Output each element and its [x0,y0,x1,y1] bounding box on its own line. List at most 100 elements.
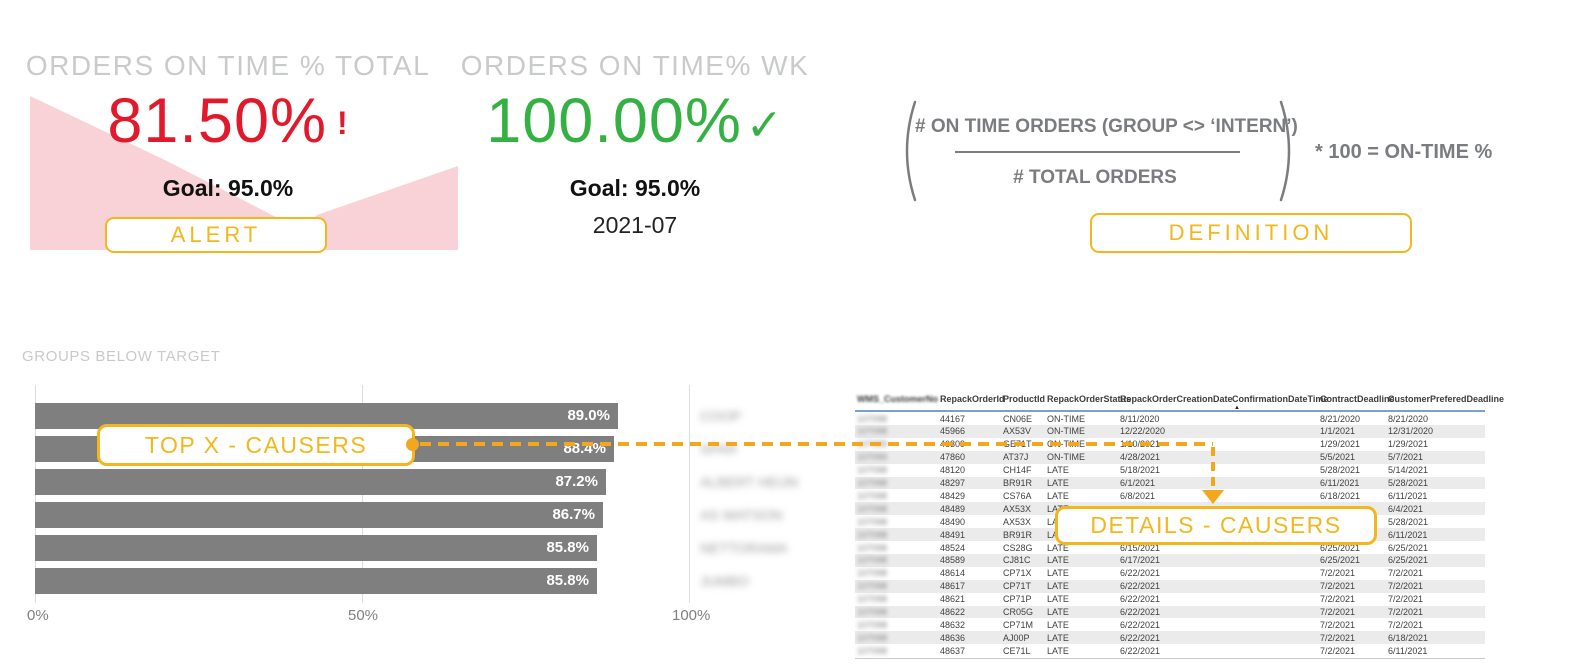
bar-category-label: NETTORAMA [700,540,788,556]
column-header-RepackOrderCreationDate[interactable]: RepackOrderCreationDate [1120,394,1233,404]
table-row[interactable]: 107098 48297 BR91R LATE 6/1/2021 6/11/2021 5/2… [855,476,1485,490]
check-icon: ✓ [745,101,784,150]
cell-RepackOrderId: 48621 [940,594,966,605]
table-row[interactable]: 107098 48621 CP71P LATE 6/22/2021 7/2/2021 7/2… [855,593,1485,606]
top-x-causers-callout[interactable]: TOP X - CAUSERS [97,424,415,466]
cell-ProductId: CP71T [1003,581,1032,592]
x-tick-50: 50% [348,607,379,624]
cell-ProductId: CE71L [1003,645,1031,656]
cell-RepackOrderStatus: ON-TIME [1047,452,1085,463]
kpi-card-orders-on-time-total: ORDERS ON TIME % TOTAL 81.50%! Goal: 95.… [18,50,458,250]
cell-ContractDeadline: 1/1/2021 [1320,426,1356,437]
cell-RepackOrderId: 48489 [940,503,966,514]
cell-ContractDeadline: 7/2/2021 [1320,594,1356,605]
cell-RepackOrderStatus: LATE [1047,542,1069,553]
bar-row[interactable]: 87.2% [35,469,690,495]
kpi-card-orders-on-time-week: ORDERS ON TIME% WK 100.00%✓ Goal: 95.0% … [440,50,830,239]
alert-button[interactable]: ALERT [105,217,327,253]
cell-RepackOrderId: 47860 [940,452,966,463]
table-row[interactable]: 107098 48617 CP71T LATE 6/22/2021 7/2/2021 7/2… [855,579,1485,593]
bar-value-label: 86.7% [552,506,595,523]
column-header-RepackOrderStatus[interactable]: RepackOrderStatus [1047,394,1132,404]
cell-ContractDeadline: 6/25/2021 [1320,555,1361,566]
table-row[interactable]: 107098 48524 CS28G LATE 6/15/2021 6/25/2021 6/… [855,541,1485,554]
bar-row[interactable]: 85.8% [35,535,690,561]
table-row[interactable]: 107098 44167 CN06E ON-TIME 8/11/2020 8/21/202… [855,412,1485,425]
cell-ProductId: AJ00P [1003,632,1030,643]
cell-CustomerPreferedDeadline: 8/21/2020 [1388,413,1429,424]
table-row[interactable]: 107099 47860 AT37J ON-TIME 4/28/2021 5/5/2021… [855,450,1485,464]
cell-RepackOrderCreationDate: 6/15/2021 [1120,542,1161,553]
table-row[interactable]: 107098 48637 CE71L LATE 6/22/2021 7/2/2021 6/1… [855,644,1485,657]
cell-RepackOrderStatus: LATE [1047,632,1069,643]
cell-CustomerPreferedDeadline: 12/31/2020 [1388,426,1434,437]
table-row[interactable]: 107098 48636 AJ00P LATE 6/22/2021 7/2/2021 6/1… [855,631,1485,645]
cell-RepackOrderId: 48490 [940,516,966,527]
column-header-WMS_CustomerNo[interactable]: WMS_CustomerNo [857,394,939,404]
cell-RepackOrderCreationDate: 4/28/2021 [1120,452,1161,463]
column-header-ProductId[interactable]: ProductId [1003,394,1045,404]
cell-RepackOrderCreationDate: 6/22/2021 [1120,594,1161,605]
cell-RepackOrderId: 48491 [940,529,966,540]
column-header-ContractDeadline[interactable]: ContractDeadline [1320,394,1395,404]
bar[interactable]: 86.7% [35,502,603,528]
table-row[interactable]: 107098 48589 CJ81C LATE 6/17/2021 6/25/2021 6/… [855,553,1485,567]
column-header-CustomerPreferedDeadline[interactable]: CustomerPreferedDeadline [1388,394,1505,404]
cell-ContractDeadline: 8/21/2020 [1320,413,1361,424]
cell-ProductId: CP71P [1003,594,1032,605]
cell-ProductId: CS28G [1003,542,1033,553]
table-header-row: WMS_CustomerNo RepackOrderId ProductId Repa… [855,394,1504,411]
column-header-ConfirmationDateTime[interactable]: ConfirmationDateTime [1232,394,1329,404]
bar[interactable]: 87.2% [35,469,606,495]
cell-RepackOrderId: 48637 [940,645,966,656]
x-tick-0: 0% [27,607,49,624]
cell-RepackOrderId: 48636 [940,632,966,643]
cell-CustomerPreferedDeadline: 5/14/2021 [1388,465,1429,476]
table-row[interactable]: 107098 48429 CS76A LATE 6/8/2021 6/18/2021 6/1… [855,489,1485,502]
cell-CustomerPreferedDeadline: 5/7/2021 [1388,452,1424,463]
table-row[interactable]: 107098 48632 CP71M LATE 6/22/2021 7/2/2021 7/2… [855,618,1485,631]
details-causers-callout[interactable]: DETAILS - CAUSERS [1055,506,1377,545]
cell-CustomerPreferedDeadline: 6/4/2021 [1388,503,1424,514]
cell-RepackOrderId: 45966 [940,426,966,437]
bar-row[interactable]: 86.7% [35,502,690,528]
cell-ContractDeadline: 7/2/2021 [1320,581,1356,592]
sort-ascending-icon: ▲ [1234,405,1240,411]
cell-RepackOrderId: 48614 [940,568,966,579]
table-row[interactable]: 107098 48120 CH14F LATE 5/18/2021 5/28/2021 5/… [855,464,1485,477]
bar-value-label: 85.8% [546,572,589,589]
cell-RepackOrderId: 48120 [940,465,966,476]
cell-ProductId: CJ81C [1003,555,1031,566]
kpi-week-period: 2021-07 [592,212,678,238]
table-row[interactable]: 107098 45966 AX53V ON-TIME 12/22/2020 1/1/202… [855,424,1485,438]
callout-dashed-line-horizontal [420,442,1213,446]
cell-RepackOrderId: 48297 [940,478,966,488]
bar-value-label: 89.0% [567,407,610,424]
cell-WMS_CustomerNo: 107098 [857,581,888,592]
bar-category-label: JUMBO [700,573,749,589]
table-row[interactable]: 107098 48614 CP71X LATE 6/22/2021 7/2/2021 7/2… [855,567,1485,580]
bar-row[interactable]: 85.8% [35,568,690,594]
cell-WMS_CustomerNo: 107098 [857,632,888,643]
cell-WMS_CustomerNo: 107098 [857,619,888,630]
chart-title: GROUPS BELOW TARGET [22,348,221,365]
cell-RepackOrderStatus: LATE [1047,581,1069,592]
cell-ProductId: CH14F [1003,465,1032,476]
table-row[interactable]: 107098 48622 CR05G LATE 6/22/2021 7/2/2021 7/2… [855,605,1485,619]
cell-RepackOrderStatus: LATE [1047,568,1069,579]
kpi-week-goal: Goal: 95.0% [569,175,701,201]
formula-fraction-line [955,151,1240,153]
bar[interactable]: 85.8% [35,568,597,594]
column-header-RepackOrderId[interactable]: RepackOrderId [940,394,1005,404]
bar[interactable]: 85.8% [35,535,597,561]
cell-ContractDeadline: 6/18/2021 [1320,490,1361,501]
cell-CustomerPreferedDeadline: 7/2/2021 [1388,568,1424,579]
cell-RepackOrderStatus: LATE [1047,490,1069,501]
cell-ContractDeadline: 1/29/2021 [1320,439,1361,450]
cell-RepackOrderId: 44167 [940,413,966,424]
cell-RepackOrderId: 48617 [940,581,966,592]
cell-WMS_CustomerNo: 107098 [857,645,888,656]
definition-button[interactable]: DEFINITION [1090,213,1412,253]
cell-CustomerPreferedDeadline: 6/11/2021 [1388,645,1428,656]
cell-WMS_CustomerNo: 107098 [857,529,888,540]
